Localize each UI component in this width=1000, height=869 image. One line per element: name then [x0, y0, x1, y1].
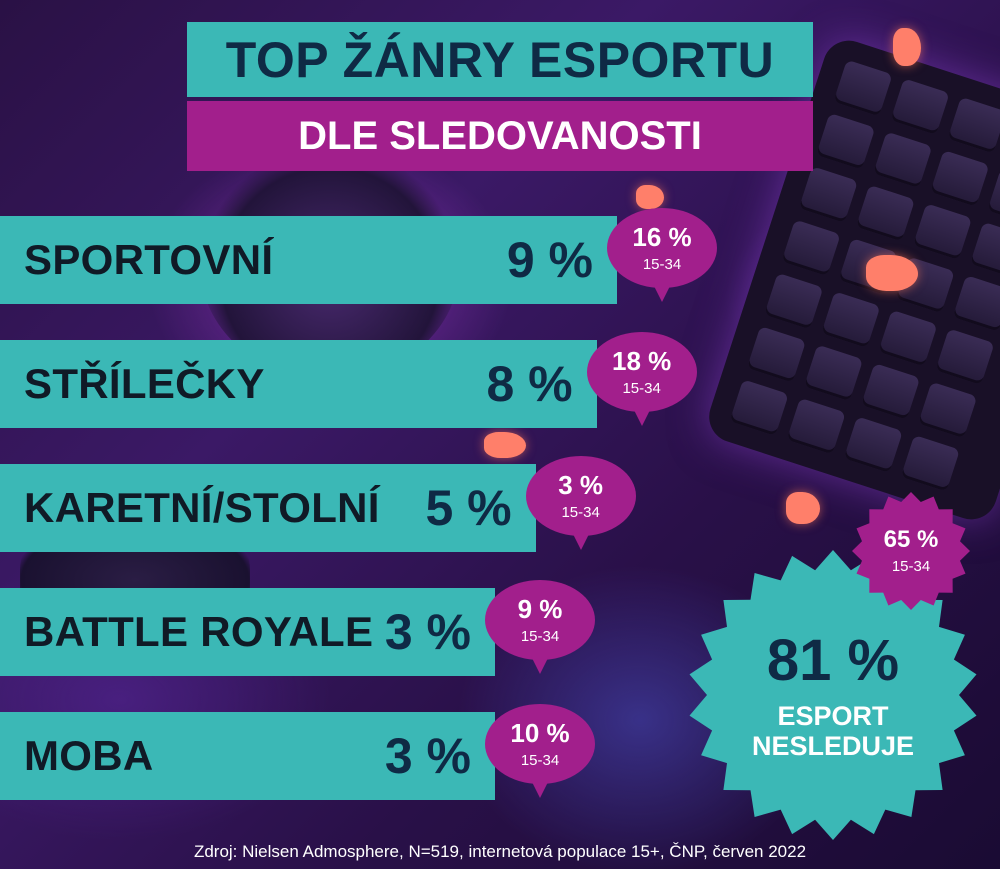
youth-bubble-4: 10 % 15-34	[485, 704, 595, 798]
keyboard-key	[821, 291, 881, 349]
youth-bubble-value: 16 %	[632, 221, 692, 252]
youth-bubble-value: 9 %	[517, 593, 563, 624]
keyboard-key	[952, 275, 1000, 332]
youth-bubble-value: 18 %	[612, 345, 672, 376]
keyboard-key	[878, 309, 938, 367]
youth-bubble-1: 18 % 15-34	[586, 332, 697, 426]
keyboard-key	[764, 272, 824, 330]
youth-starburst-content: 65 % 15-34	[852, 492, 970, 610]
keyboard-key	[855, 184, 916, 242]
keyboard-key	[843, 416, 903, 474]
keyboard-key	[930, 150, 990, 207]
youth-starburst-shape	[852, 492, 970, 610]
youth-bubble-0: 16 % 15-34	[607, 208, 717, 302]
youth-bubble-value: 10 %	[510, 717, 570, 748]
youth-age-note: 15-34	[891, 557, 931, 575]
keyboard-key	[918, 381, 978, 439]
chart-subtitle: DLE SLEDOVANOSTI	[187, 101, 813, 171]
keyboard-key	[833, 59, 893, 117]
bar-value-label: 9 %	[506, 232, 593, 288]
keyboard-key	[729, 379, 789, 436]
keyboard-key	[890, 78, 950, 135]
starburst-shape	[689, 550, 977, 840]
keyboard-key	[947, 96, 1000, 154]
bar-value-label: 3 %	[384, 728, 471, 784]
chart-title: TOP ŽÁNRY ESPORTU	[187, 22, 813, 97]
keyboard-key	[873, 131, 933, 189]
snack-decor	[484, 432, 526, 458]
youth-bubble-age-note: 15-34	[520, 751, 560, 769]
snack-decor	[866, 255, 918, 291]
keyboard-key	[746, 326, 807, 383]
starburst-content: 81 % ESPORT NESLEDUJE	[688, 550, 978, 840]
keyboard-key	[860, 363, 921, 420]
bar-category-label: BATTLE ROYALE	[24, 608, 374, 655]
bar-value-label: 8 %	[486, 356, 573, 412]
keyboard-key	[969, 221, 1000, 279]
bar-0: SPORTOVNÍ 9 %	[0, 216, 617, 304]
youth-bubble-age-note: 15-34	[642, 255, 682, 273]
youth-starburst-badge	[852, 492, 970, 610]
keyboard-key	[786, 397, 846, 455]
bar-value-label: 5 %	[425, 480, 512, 536]
bar-4: MOBA 3 %	[0, 712, 495, 800]
keyboard-key	[798, 166, 859, 223]
keyboard-key	[781, 219, 841, 277]
bar-category-label: SPORTOVNÍ	[24, 236, 274, 283]
snack-decor	[786, 492, 820, 524]
youth-bubble-age-note: 15-34	[561, 503, 600, 521]
bar-category-label: STŘÍLEČKY	[24, 360, 265, 407]
youth-bubble-age-note: 15-34	[622, 379, 661, 397]
not-watching-label: ESPORT NESLEDUJE	[751, 701, 915, 761]
bar-category-label: MOBA	[24, 732, 154, 779]
source-note: Zdroj: Nielsen Admosphere, N=519, intern…	[193, 842, 807, 861]
bar-2: KARETNÍ/STOLNÍ 5 %	[0, 464, 536, 552]
youth-bubble-3: 9 % 15-34	[485, 580, 595, 674]
snack-decor	[636, 185, 664, 209]
bar-category-label: KARETNÍ/STOLNÍ	[24, 484, 380, 531]
keyboard-key	[935, 328, 995, 386]
bar-value-label: 3 %	[384, 604, 471, 660]
starburst-badge	[689, 550, 977, 840]
youth-bubble-2: 3 % 15-34	[525, 456, 636, 550]
not-watching-value: 81 %	[766, 628, 900, 694]
keyboard-key	[900, 434, 960, 492]
bar-3: BATTLE ROYALE 3 %	[0, 588, 495, 676]
snack-decor	[893, 28, 921, 66]
youth-bubble-value: 3 %	[558, 469, 604, 500]
keyboard-key	[987, 168, 1000, 226]
youth-bubble-age-note: 15-34	[520, 627, 560, 645]
keyboard-key	[816, 113, 876, 170]
bar-1: STŘÍLEČKY 8 %	[0, 340, 597, 428]
youth-not-watching-value: 65 %	[883, 525, 939, 553]
keyboard-key	[803, 344, 864, 402]
keyboard-key	[912, 203, 973, 261]
